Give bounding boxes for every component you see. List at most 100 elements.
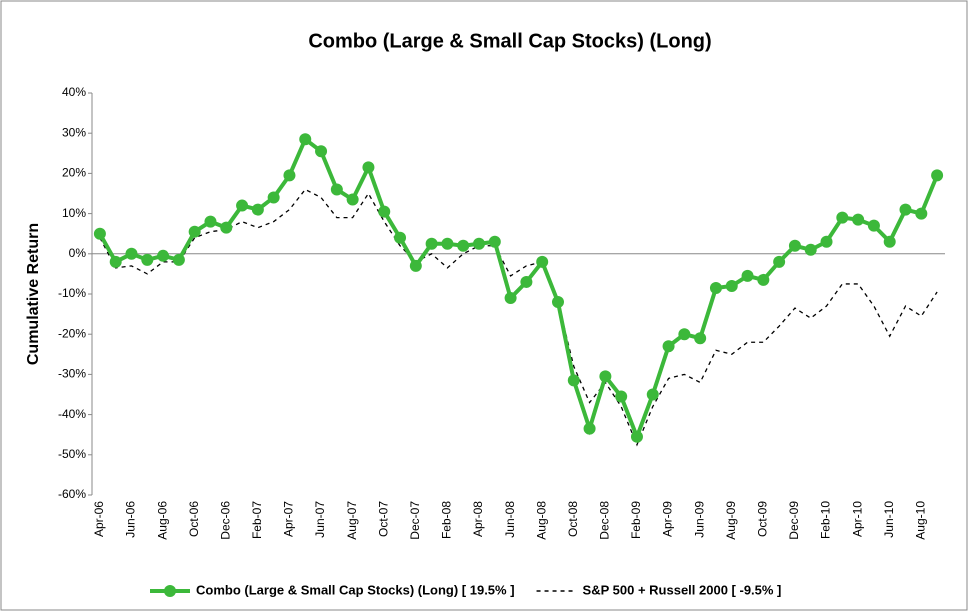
point <box>899 203 912 216</box>
point <box>346 193 359 206</box>
point <box>551 296 564 309</box>
point <box>409 259 422 272</box>
x-tick-label: Dec-06 <box>218 501 232 540</box>
point <box>93 227 106 240</box>
x-tick-label: Jun-07 <box>313 501 327 538</box>
y-tick-label: -10% <box>58 286 86 300</box>
x-tick-label: Oct-09 <box>756 501 770 537</box>
point <box>725 279 738 292</box>
point <box>773 255 786 268</box>
y-tick-label: -40% <box>58 407 86 421</box>
y-tick-label: -60% <box>58 487 86 501</box>
y-tick-label: -50% <box>58 447 86 461</box>
point <box>504 292 517 305</box>
legend-label: S&P 500 + Russell 2000 [ -9.5% ] <box>583 582 782 597</box>
point <box>646 388 659 401</box>
x-tick-label: Apr-06 <box>92 501 106 537</box>
point <box>694 332 707 345</box>
point <box>599 370 612 383</box>
point <box>172 253 185 266</box>
point <box>362 161 375 174</box>
point <box>473 237 486 250</box>
point <box>157 249 170 262</box>
y-tick-label: 20% <box>62 166 86 180</box>
x-tick-label: Feb-08 <box>440 501 454 539</box>
point <box>520 275 533 288</box>
y-tick-label: 30% <box>62 125 86 139</box>
x-tick-label: Jun-10 <box>882 501 896 538</box>
point <box>378 205 391 218</box>
point <box>567 374 580 387</box>
x-tick-label: Jun-08 <box>503 501 517 538</box>
x-tick-label: Apr-07 <box>282 501 296 537</box>
point <box>488 235 501 248</box>
point <box>236 199 249 212</box>
x-tick-label: Apr-08 <box>471 501 485 537</box>
x-tick-label: Aug-07 <box>345 501 359 540</box>
point <box>536 255 549 268</box>
point <box>109 255 122 268</box>
y-tick-label: 10% <box>62 206 86 220</box>
point <box>283 169 296 182</box>
x-tick-label: Feb-09 <box>629 501 643 539</box>
point <box>867 219 880 232</box>
x-tick-label: Oct-06 <box>187 501 201 537</box>
point <box>141 253 154 266</box>
x-tick-label: Aug-06 <box>155 501 169 540</box>
x-tick-label: Dec-08 <box>598 501 612 540</box>
series-line <box>99 188 938 447</box>
x-tick-label: Oct-07 <box>376 501 390 537</box>
x-tick-label: Dec-07 <box>408 501 422 540</box>
point <box>741 269 754 282</box>
point <box>251 203 264 216</box>
point <box>883 235 896 248</box>
point <box>788 239 801 252</box>
point <box>125 247 138 260</box>
point <box>615 390 628 403</box>
y-tick-label: -20% <box>58 326 86 340</box>
legend-marker <box>164 585 176 597</box>
point <box>441 237 454 250</box>
x-tick-label: Aug-10 <box>913 501 927 540</box>
point <box>204 215 217 228</box>
point <box>852 213 865 226</box>
point <box>820 235 833 248</box>
point <box>662 340 675 353</box>
point <box>583 422 596 435</box>
point <box>457 239 470 252</box>
point <box>394 231 407 244</box>
point <box>804 243 817 256</box>
point <box>915 207 928 220</box>
point <box>299 133 312 146</box>
point <box>678 328 691 341</box>
x-tick-label: Jun-06 <box>124 501 138 538</box>
point <box>267 191 280 204</box>
x-tick-label: Jun-09 <box>692 501 706 538</box>
point <box>931 169 944 182</box>
point <box>330 183 343 196</box>
point <box>709 281 722 294</box>
chart-title: Combo (Large & Small Cap Stocks) (Long) <box>308 30 711 52</box>
point <box>757 273 770 286</box>
x-tick-label: Feb-10 <box>819 501 833 539</box>
x-tick-label: Feb-07 <box>250 501 264 539</box>
x-tick-label: Apr-10 <box>850 501 864 537</box>
point <box>315 145 328 158</box>
point <box>425 237 438 250</box>
x-tick-label: Dec-09 <box>787 501 801 540</box>
point <box>220 221 233 234</box>
y-tick-label: 40% <box>62 85 86 99</box>
y-tick-label: -30% <box>58 367 86 381</box>
y-axis-title: Cumulative Return <box>25 223 42 365</box>
x-tick-label: Oct-08 <box>566 501 580 537</box>
legend-label: Combo (Large & Small Cap Stocks) (Long) … <box>196 582 515 597</box>
point <box>188 225 201 238</box>
x-tick-label: Apr-09 <box>661 501 675 537</box>
y-tick-label: 0% <box>69 246 87 260</box>
point <box>836 211 849 224</box>
x-tick-label: Aug-08 <box>534 501 548 540</box>
point <box>630 430 643 443</box>
x-tick-label: Aug-09 <box>724 501 738 540</box>
